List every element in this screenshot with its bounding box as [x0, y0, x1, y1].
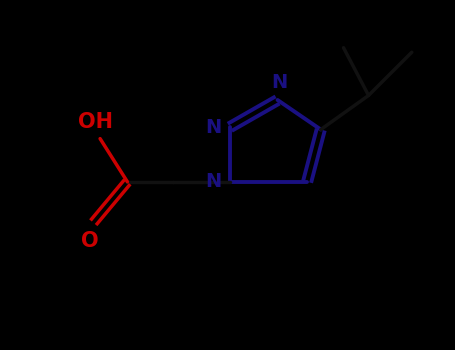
Text: N: N [205, 172, 222, 191]
Text: N: N [271, 73, 288, 92]
Text: N: N [205, 118, 222, 137]
Text: OH: OH [78, 112, 113, 132]
Text: O: O [81, 231, 98, 251]
